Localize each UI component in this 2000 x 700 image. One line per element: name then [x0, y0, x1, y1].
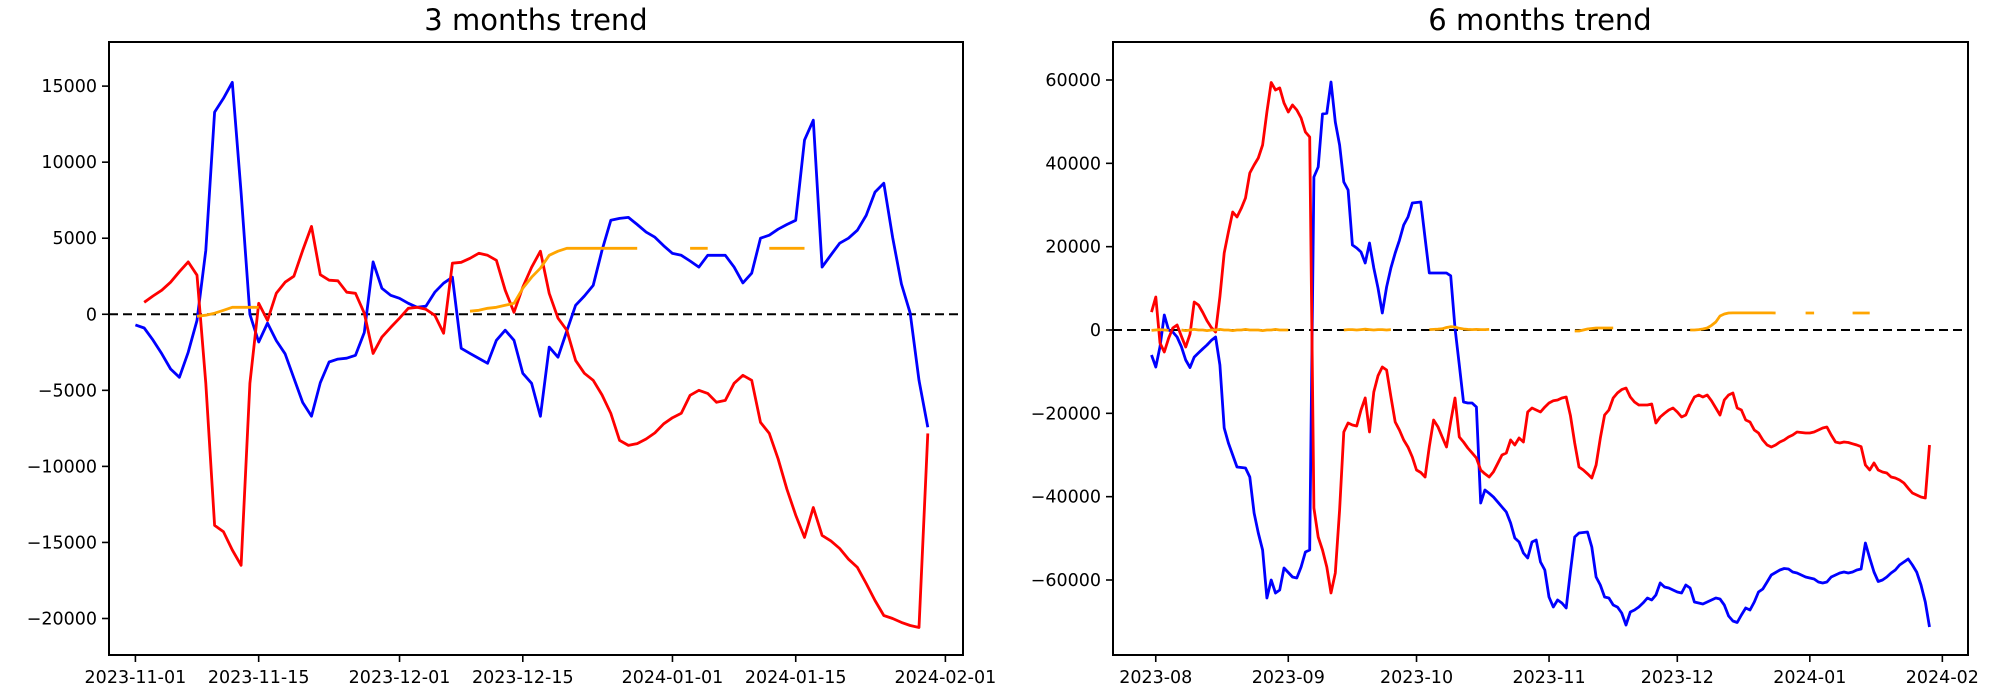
- y-tick-label: −60000: [1031, 571, 1101, 591]
- panel-0-series-red: [143, 225, 930, 629]
- x-tick-label: 2023-08: [1119, 668, 1192, 688]
- y-tick-label: 15000: [41, 77, 97, 97]
- x-tick-label: 2023-12-01: [349, 668, 451, 688]
- x-tick-label: 2023-12-15: [472, 668, 574, 688]
- panel-1-series-orange: [1151, 311, 1870, 333]
- y-tick-label: 0: [86, 305, 97, 325]
- y-tick-label: 60000: [1045, 71, 1101, 91]
- y-tick-label: −10000: [27, 457, 97, 477]
- y-tick-label: −40000: [1031, 488, 1101, 508]
- y-tick-label: 5000: [52, 229, 97, 249]
- chart-title-6-months: 6 months trend: [1428, 3, 1652, 37]
- x-tick-label: 2023-12: [1641, 668, 1714, 688]
- panel-0-series-blue: [134, 80, 930, 428]
- panel-0-spines: [108, 41, 964, 656]
- y-tick-label: −5000: [38, 381, 97, 401]
- panel-1-series-blue: [1150, 80, 1931, 628]
- y-tick-label: −15000: [27, 533, 97, 553]
- x-tick-label: 2023-11: [1512, 668, 1585, 688]
- panel-1-series-red: [1150, 81, 1931, 595]
- y-tick-label: 0: [1090, 321, 1101, 341]
- x-tick-label: 2023-11-15: [208, 668, 310, 688]
- y-tick-label: 20000: [1045, 238, 1101, 258]
- x-tick-label: 2024-02: [1906, 668, 1979, 688]
- x-tick-label: 2024-01-01: [622, 668, 724, 688]
- panel-1-spines: [1112, 41, 1969, 656]
- y-tick-label: −20000: [27, 609, 97, 629]
- y-tick-label: 40000: [1045, 154, 1101, 174]
- x-tick-label: 2023-11-01: [85, 668, 187, 688]
- x-tick-label: 2024-01-15: [745, 668, 847, 688]
- x-tick-label: 2023-09: [1252, 668, 1325, 688]
- y-tick-label: −20000: [1031, 404, 1101, 424]
- x-tick-label: 2024-01: [1773, 668, 1846, 688]
- chart-title-3-months: 3 months trend: [424, 3, 648, 37]
- y-tick-label: 10000: [41, 153, 97, 173]
- panel-0-series-orange: [196, 246, 805, 318]
- x-tick-label: 2024-02-01: [895, 668, 997, 688]
- x-tick-label: 2023-10: [1380, 668, 1453, 688]
